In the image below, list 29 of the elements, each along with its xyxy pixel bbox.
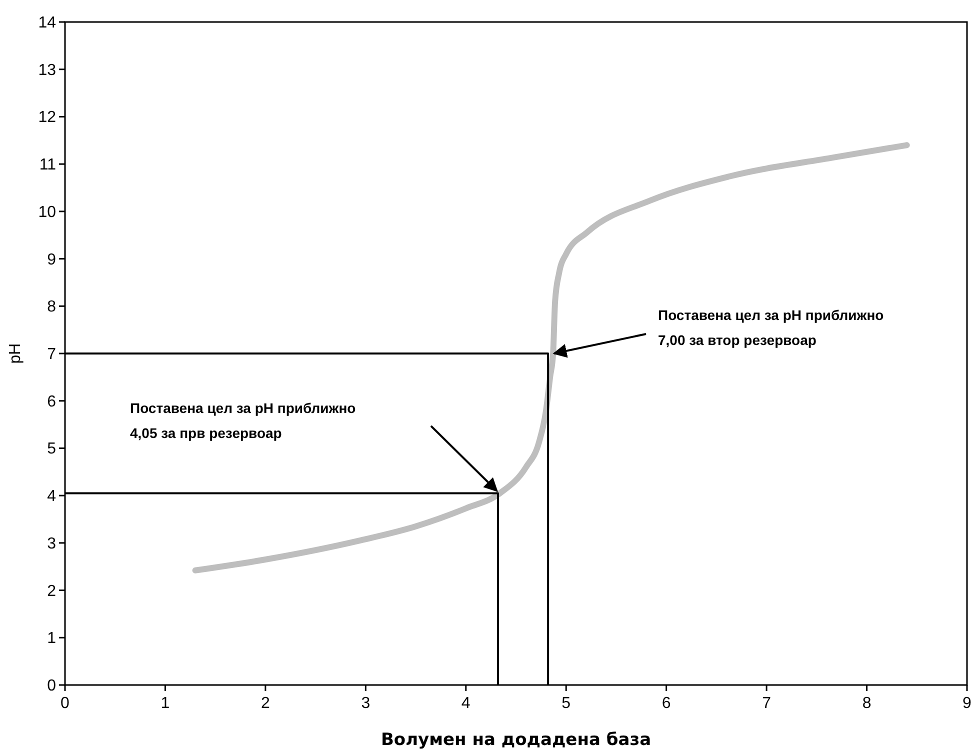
y-tick-label: 0	[47, 678, 56, 694]
y-tick-label: 8	[47, 298, 56, 316]
y-tick-label: 10	[38, 204, 56, 221]
x-tick-label: 1	[160, 695, 170, 712]
x-tick-label: 2	[260, 695, 270, 712]
y-tick-label: 3	[47, 535, 56, 552]
y-tick-label: 7	[47, 346, 56, 363]
x-tick-label: 5	[562, 695, 571, 712]
x-axis-title: Волумен на додадена база	[380, 730, 652, 750]
x-tick-label: 9	[962, 695, 972, 712]
y-tick-label: 14	[38, 14, 56, 32]
y-tick-label: 6	[47, 393, 56, 410]
x-tick-label: 3	[361, 695, 370, 712]
y-tick-label: 11	[39, 156, 56, 174]
y-tick-label: 13	[38, 62, 56, 79]
x-tick-label: 8	[862, 695, 872, 712]
annotation: Поставена цел за pH приближно 4,05 за прв резервоар	[130, 400, 356, 441]
y-axis-title: pH	[7, 343, 24, 364]
y-tick-label: 12	[38, 109, 56, 126]
x-tick-label: 6	[662, 695, 671, 712]
y-tick-label: 2	[47, 582, 56, 600]
x-tick-label: 4	[461, 695, 470, 712]
y-tick-label: 9	[47, 251, 56, 268]
y-tick-label: 5	[47, 440, 56, 458]
annotation: Поставена цел за pH приближно 7,00 за втор резервоар	[658, 307, 884, 348]
y-tick-label: 1	[47, 630, 56, 648]
x-tick-label: 7	[762, 695, 772, 712]
y-tick-label: 4	[47, 488, 56, 506]
x-tick-label: 0	[60, 695, 70, 712]
